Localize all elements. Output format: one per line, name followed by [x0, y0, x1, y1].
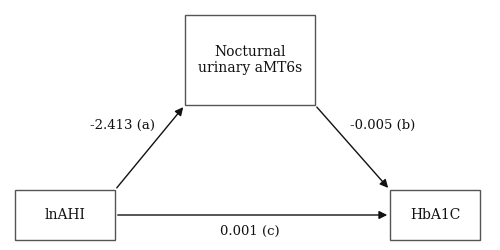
FancyBboxPatch shape: [390, 190, 480, 240]
FancyBboxPatch shape: [185, 15, 315, 105]
FancyBboxPatch shape: [15, 190, 115, 240]
Text: HbA1C: HbA1C: [410, 208, 460, 222]
Text: -0.005 (b): -0.005 (b): [350, 118, 415, 132]
Text: -2.413 (a): -2.413 (a): [90, 118, 155, 132]
Text: lnAHI: lnAHI: [44, 208, 86, 222]
Text: 0.001 (c): 0.001 (c): [220, 225, 280, 238]
Text: Nocturnal
urinary aMT6s: Nocturnal urinary aMT6s: [198, 45, 302, 75]
